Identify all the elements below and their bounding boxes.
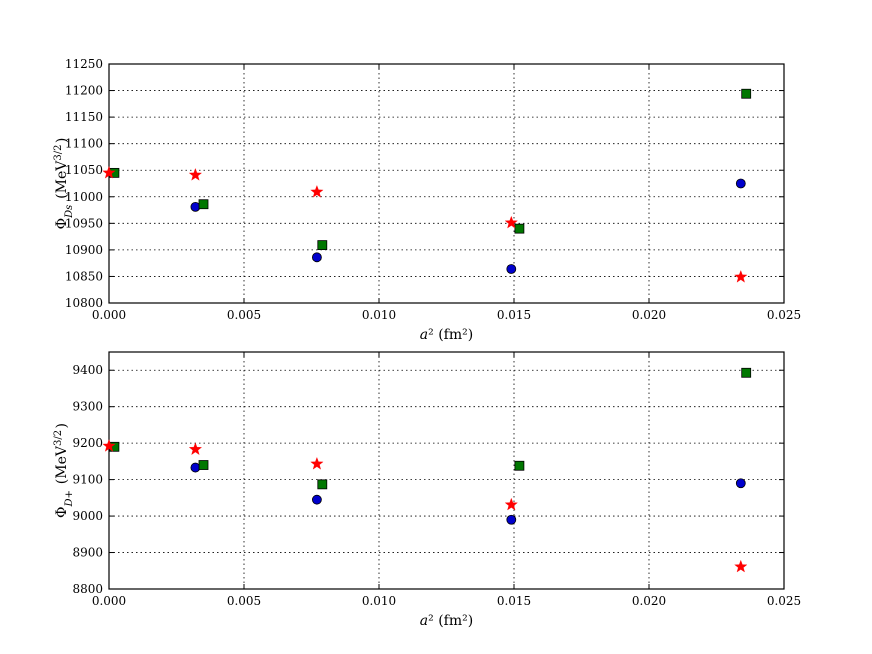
data-point-circle (311, 494, 322, 505)
y-tick-label: 9400 (72, 363, 103, 377)
data-point-circle (506, 514, 517, 525)
y-tick-label: 10900 (65, 243, 103, 257)
data-point-circle (190, 201, 201, 212)
data-point-star (504, 497, 518, 511)
x-tick-label: 0.025 (767, 594, 801, 608)
x-tick-label: 0.005 (227, 594, 261, 608)
data-point-square (514, 460, 525, 471)
data-point-square (514, 223, 525, 234)
plot-area (109, 64, 784, 303)
data-point-star (504, 215, 518, 229)
chart-panel-ds: 0.000 0.005 0.010 0.015 0.020 0.025 10800 10850… (53, 57, 802, 343)
y-tick-label: 10850 (65, 269, 103, 283)
data-point-star (102, 439, 116, 452)
data-point-star (188, 442, 202, 455)
data-point-square (198, 199, 209, 210)
data-point-circle (311, 252, 322, 263)
y-tick-label: 9100 (72, 473, 103, 487)
y-tick-label: 9300 (72, 400, 103, 414)
y-tick-label: 11250 (65, 57, 103, 71)
y-axis-label: ΦDs (MeV3/2 ) (53, 138, 75, 230)
x-tick-label: 0.000 (92, 594, 126, 608)
y-tick-label: 9200 (72, 436, 103, 450)
x-tick-label: 0.020 (632, 594, 666, 608)
y-tick-label: 8800 (72, 582, 103, 596)
y-tick-label: 11000 (65, 190, 103, 204)
plot-area (109, 352, 784, 589)
data-point-star (310, 457, 324, 470)
y-tick-label: 10800 (65, 296, 103, 310)
data-point-circle (190, 462, 201, 473)
x-tick-label: 0.005 (227, 308, 261, 322)
data-point-square (317, 240, 328, 251)
data-point-square (317, 479, 328, 490)
y-tick-label: 8900 (72, 546, 103, 560)
chart-panel-dplus: 0.000 0.005 0.010 0.015 0.020 0.025 8800 8900 90… (53, 351, 801, 629)
y-tick-label: 11100 (65, 137, 103, 151)
x-tick-label: 0.020 (632, 308, 666, 322)
x-axis-label: a² (fm²) (420, 613, 473, 629)
y-axis-label: ΦD+ (MeV3/2 ) (53, 423, 75, 518)
x-tick-label: 0.010 (362, 308, 396, 322)
y-tick-label: 11150 (65, 110, 103, 124)
x-tick-label: 0.025 (767, 308, 801, 322)
plot-frame (108, 351, 785, 590)
x-tick-label: 0.015 (497, 594, 531, 608)
data-point-square (741, 88, 752, 99)
x-axis-label: a² (fm²) (420, 327, 473, 343)
plot-frame (108, 63, 785, 304)
data-point-star (734, 559, 748, 573)
data-point-square (198, 460, 209, 470)
x-tick-label: 0.015 (497, 308, 531, 322)
data-point-star (102, 165, 116, 179)
x-tick-label: 0.010 (362, 594, 396, 608)
x-tick-label: 0.000 (92, 308, 126, 322)
y-tick-label: 11200 (65, 84, 103, 98)
data-point-circle (735, 478, 746, 489)
data-point-star (310, 185, 324, 198)
data-point-circle (735, 178, 746, 189)
data-point-square (741, 367, 752, 378)
data-point-star (734, 270, 748, 283)
y-tick-label: 10950 (65, 216, 103, 230)
y-tick-label: 9000 (72, 509, 103, 523)
y-tick-label: 11050 (65, 163, 103, 177)
data-point-circle (506, 264, 517, 274)
data-point-star (188, 168, 202, 181)
